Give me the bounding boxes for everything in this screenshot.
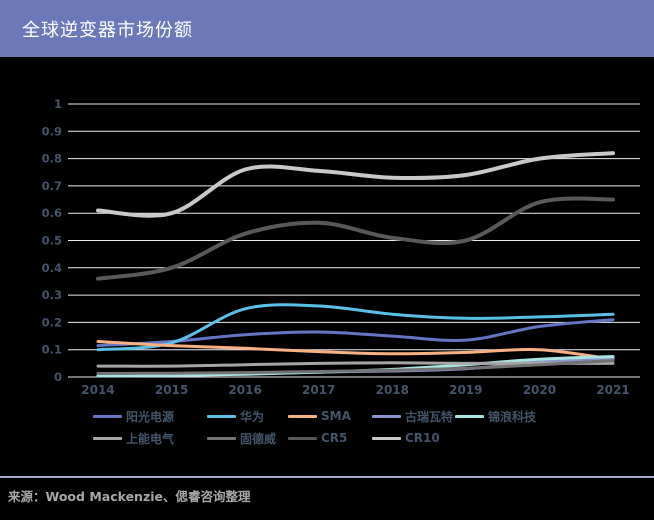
legend-item[interactable]: 锦浪科技 <box>455 409 537 424</box>
y-tick-label: 0.9 <box>42 124 62 138</box>
legend-item[interactable]: SMA <box>288 409 351 423</box>
legend-label: 华为 <box>240 409 265 424</box>
y-tick-label: 0.8 <box>42 152 62 166</box>
legend-swatch-icon <box>207 414 236 418</box>
x-tick-label: 2016 <box>228 383 261 397</box>
series-line-5 <box>96 361 615 368</box>
y-tick-label: 0.7 <box>42 179 62 193</box>
x-tick-label: 2018 <box>376 383 409 397</box>
x-tick-label: 2020 <box>523 383 556 397</box>
legend-swatch-icon <box>372 436 401 440</box>
y-tick-label: 0 <box>54 370 62 384</box>
series-line-1 <box>96 303 615 352</box>
legend-swatch-icon <box>93 436 122 440</box>
legend-label: 锦浪科技 <box>488 409 537 424</box>
legend-swatch-icon <box>207 436 236 440</box>
series-line-2 <box>96 340 615 361</box>
legend-item[interactable]: CR5 <box>288 431 347 445</box>
y-tick-label: 0.4 <box>42 261 62 275</box>
chart-title: 全球逆变器市场份额 <box>22 19 193 41</box>
legend-item[interactable]: 古瑞瓦特 <box>372 409 454 424</box>
legend-label: 固德威 <box>240 431 277 446</box>
legend-label: 上能电气 <box>126 431 175 446</box>
legend-item[interactable]: 固德威 <box>207 431 277 446</box>
y-tick-label: 0.3 <box>42 288 62 302</box>
legend-label: SMA <box>321 409 351 423</box>
title-bar: 全球逆变器市场份额 <box>0 0 654 57</box>
y-tick-label: 0.1 <box>42 343 62 357</box>
legend-item[interactable]: CR10 <box>372 431 440 445</box>
legend-label: CR10 <box>405 431 440 445</box>
legend-label: CR5 <box>321 431 348 445</box>
source-note: 来源：Wood Mackenzie、偲睿咨询整理 <box>8 489 251 504</box>
x-tick-label: 2014 <box>81 383 114 397</box>
y-tick-label: 0.6 <box>42 206 62 220</box>
x-tick-label: 2021 <box>596 383 629 397</box>
legend-swatch-icon <box>288 414 317 418</box>
legend-label: 古瑞瓦特 <box>405 409 454 424</box>
x-tick-label: 2019 <box>449 383 482 397</box>
legend-item[interactable]: 上能电气 <box>93 431 175 446</box>
y-tick-label: 0.2 <box>42 315 62 329</box>
series-line-7 <box>96 196 615 281</box>
series-line-8 <box>96 151 615 218</box>
legend-swatch-icon <box>288 436 317 440</box>
divider-line <box>0 476 654 478</box>
x-tick-label: 2017 <box>302 383 335 397</box>
series-line-6 <box>96 359 615 375</box>
y-tick-label: 1 <box>54 97 62 111</box>
legend-swatch-icon <box>372 414 401 418</box>
legend-item[interactable]: 阳光电源 <box>93 409 175 424</box>
y-tick-label: 0.5 <box>42 234 62 248</box>
x-tick-label: 2015 <box>155 383 188 397</box>
legend-item[interactable]: 华为 <box>207 409 265 424</box>
legend-label: 阳光电源 <box>126 409 175 424</box>
legend-swatch-icon <box>93 414 122 418</box>
legend-swatch-icon <box>455 414 484 418</box>
